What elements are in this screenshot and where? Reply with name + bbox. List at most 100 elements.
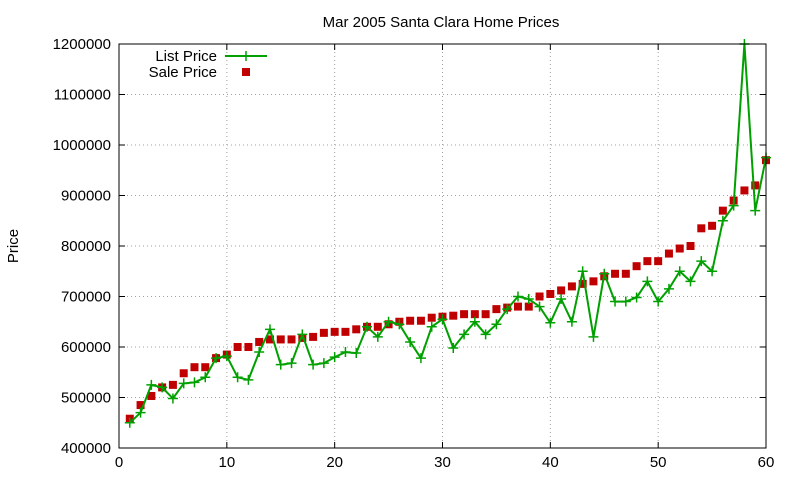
sale-price-point — [427, 313, 436, 322]
sale-price-point — [190, 363, 199, 372]
list-price-point — [599, 268, 610, 279]
series-layer — [124, 39, 771, 428]
sale-price-point — [675, 244, 684, 253]
list-price-point — [685, 276, 696, 287]
x-tick-label: 30 — [434, 454, 451, 471]
sale-price-point — [492, 305, 501, 314]
y-tick-label: 400000 — [61, 440, 111, 457]
y-axis-label: Price — [5, 229, 22, 263]
x-tick-label: 20 — [326, 454, 343, 471]
series-list-price — [124, 39, 771, 428]
sale-price-point — [136, 401, 145, 410]
list-price-point — [653, 296, 664, 307]
sale-price-point — [201, 363, 210, 372]
list-price-point — [329, 352, 340, 363]
list-price-point — [221, 351, 232, 362]
sale-price-point — [416, 316, 425, 325]
list-price-point — [426, 321, 437, 332]
list-price-point — [146, 379, 157, 390]
list-price-point — [502, 304, 513, 315]
legend-swatch-list-price — [225, 51, 267, 61]
list-price-point — [415, 353, 426, 364]
sale-price-point — [341, 327, 350, 336]
legend-marker-list-price — [241, 51, 251, 61]
sale-price-point — [611, 269, 620, 278]
sale-price-point — [546, 289, 555, 298]
sale-price-point — [460, 310, 469, 319]
y-tick-label: 1000000 — [53, 137, 111, 154]
list-price-point — [318, 358, 329, 369]
list-price-point — [556, 294, 567, 305]
y-tick-label: 700000 — [61, 289, 111, 306]
sale-price-point — [740, 186, 749, 195]
list-price-point — [663, 283, 674, 294]
sale-price-point — [524, 302, 533, 311]
y-tick-label: 600000 — [61, 339, 111, 356]
list-price-point — [383, 316, 394, 327]
list-price-point — [620, 296, 631, 307]
list-price-point — [469, 316, 480, 327]
list-price-point — [372, 331, 383, 342]
sale-price-point — [578, 279, 587, 288]
sale-price-point — [621, 269, 630, 278]
list-price-point — [631, 292, 642, 303]
sale-price-point — [751, 181, 760, 190]
y-tick-label: 800000 — [61, 238, 111, 255]
sale-price-point — [406, 316, 415, 325]
y-tick-label: 900000 — [61, 188, 111, 205]
sale-price-point — [147, 391, 156, 400]
plot-border — [118, 43, 767, 449]
x-tick-label: 60 — [758, 454, 775, 471]
sale-price-point — [632, 262, 641, 271]
sale-price-point — [287, 335, 296, 344]
list-price-point — [264, 324, 275, 335]
list-price-point — [728, 200, 739, 211]
x-tick-label: 40 — [542, 454, 559, 471]
sale-price-point — [330, 327, 339, 336]
sale-price-point — [535, 292, 544, 301]
x-tick-label: 50 — [650, 454, 667, 471]
list-price-point — [512, 291, 523, 302]
list-price-point — [394, 319, 405, 330]
legend: List Price Sale Price — [149, 48, 267, 81]
list-price-point — [297, 329, 308, 340]
list-price-point — [448, 343, 459, 354]
list-price-point — [491, 319, 502, 330]
list-price-point — [178, 378, 189, 389]
list-price-point — [232, 372, 243, 383]
list-price-point — [717, 215, 728, 226]
list-price-point — [351, 348, 362, 359]
list-price-point — [459, 329, 470, 340]
list-price-point — [577, 266, 588, 277]
sale-price-point — [179, 369, 188, 378]
sale-price-point — [718, 206, 727, 215]
list-price-point — [308, 359, 319, 370]
list-price-point — [124, 417, 135, 428]
list-price-point — [480, 329, 491, 340]
list-price-point — [405, 336, 416, 347]
legend-label-list-price: List Price — [155, 48, 217, 65]
x-tick-label: 0 — [115, 454, 123, 471]
y-tick-label: 1100000 — [54, 87, 111, 104]
sale-price-point — [276, 335, 285, 344]
list-price-point — [286, 358, 297, 369]
grid — [119, 44, 766, 448]
legend-label-sale-price: Sale Price — [149, 64, 217, 81]
sale-price-point — [686, 242, 695, 250]
sale-price-point — [654, 257, 663, 266]
list-price-point — [534, 301, 545, 312]
sale-price-point — [697, 224, 706, 233]
sale-price-point — [309, 332, 318, 341]
list-price-point — [707, 266, 718, 277]
sale-price-point — [449, 311, 458, 320]
sale-price-point — [373, 322, 382, 331]
list-price-point — [610, 296, 621, 307]
sale-price-point — [233, 343, 242, 351]
sale-price-point — [589, 277, 598, 286]
sale-price-point — [244, 343, 253, 351]
list-price-line — [129, 43, 767, 424]
list-price-point — [566, 316, 577, 327]
list-price-point — [275, 359, 286, 370]
chart-title: Mar 2005 Santa Clara Home Prices — [323, 14, 560, 31]
